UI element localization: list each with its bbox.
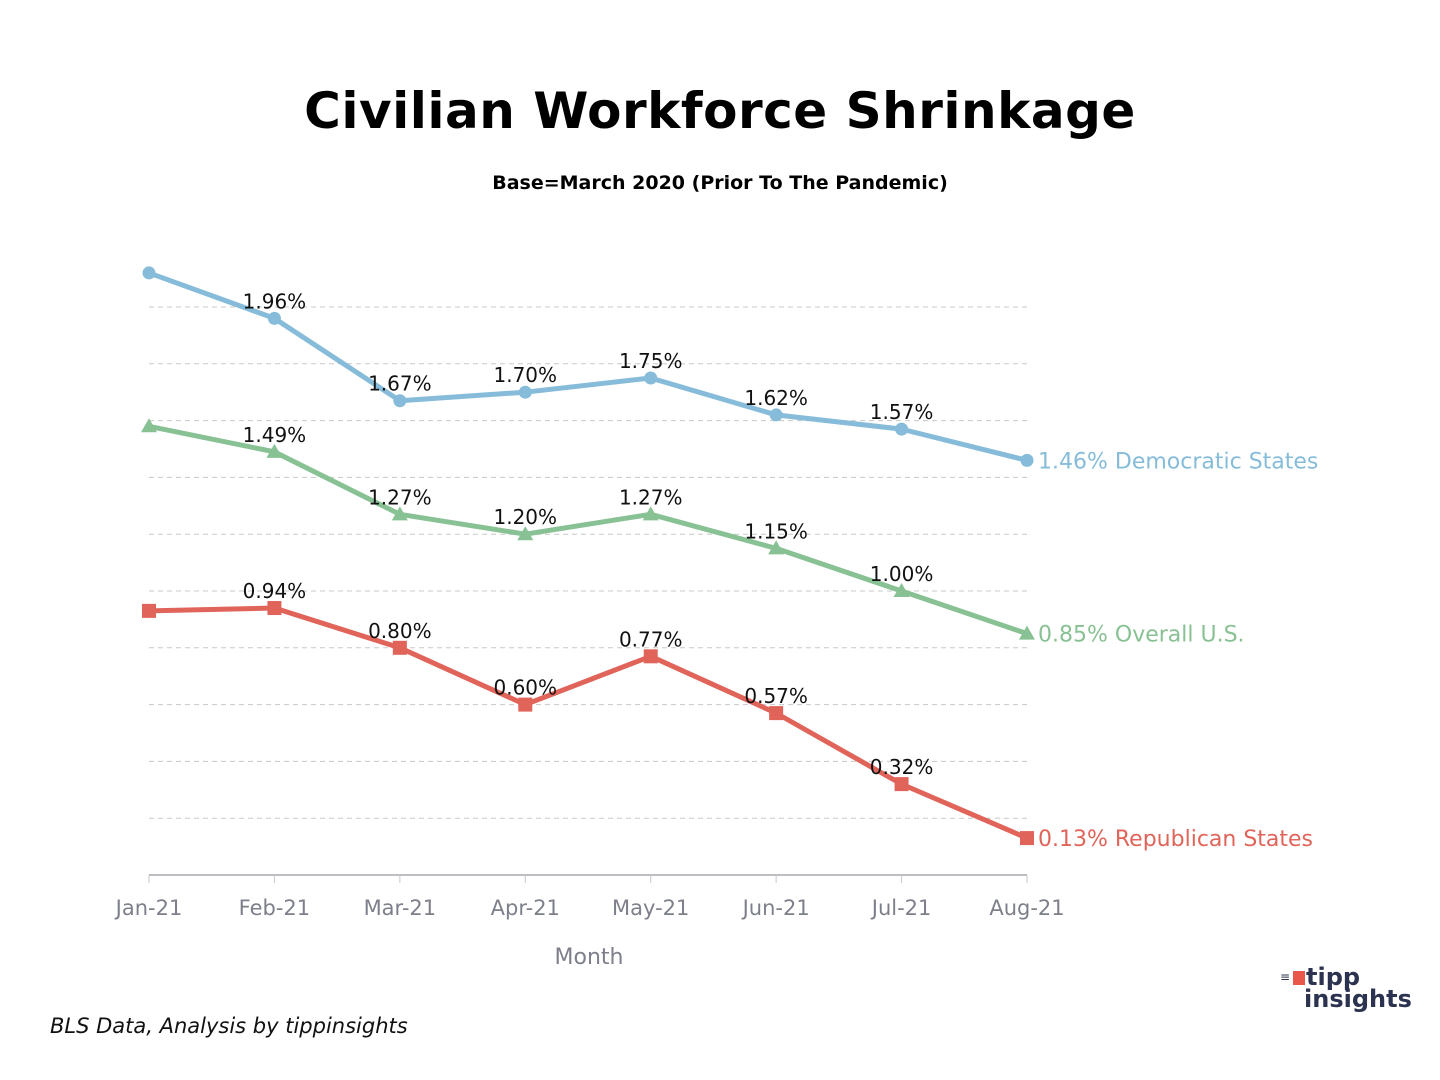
data-point: [393, 394, 407, 408]
data-point: [769, 408, 783, 422]
data-label: 0.32%: [870, 755, 934, 779]
data-point: [768, 540, 785, 555]
data-label: 1.75%: [619, 349, 683, 373]
series-line-overall-u-s-: [148, 423, 1028, 636]
flag-icon: [1293, 971, 1305, 985]
data-label: 1.67%: [368, 372, 432, 396]
data-label: 0.80%: [368, 619, 432, 643]
data-point: [1019, 625, 1035, 640]
data-point: [267, 311, 281, 325]
x-tick-label: Mar-21: [364, 896, 437, 920]
data-label: 0.60%: [494, 676, 558, 700]
signal-lines-icon: ≡: [1280, 970, 1291, 984]
data-label: 0.57%: [744, 684, 808, 708]
data-point: [644, 371, 658, 385]
data-point: [769, 706, 784, 721]
series-end-label: 0.13% Republican States: [1038, 827, 1313, 852]
data-point: [267, 601, 282, 616]
series-end-label: 0.85% Overall U.S.: [1038, 623, 1245, 648]
data-label: 1.62%: [744, 386, 808, 410]
series-end-label: 1.46% Democratic States: [1038, 449, 1318, 474]
data-label: 1.96%: [243, 289, 307, 313]
tippinsights-logo: ≡ tipp insights: [1280, 963, 1420, 1016]
data-point: [141, 418, 157, 433]
data-label: 1.00%: [870, 562, 934, 586]
x-tick-label: Jun-21: [741, 896, 810, 920]
data-point: [1020, 831, 1034, 846]
x-tick-label: Aug-21: [989, 896, 1064, 920]
data-point: [518, 697, 533, 712]
data-label: 1.27%: [619, 485, 683, 509]
data-point: [893, 583, 910, 597]
data-label: 1.70%: [494, 363, 558, 387]
data-point: [642, 506, 659, 521]
x-tick-label: Jul-21: [870, 896, 932, 920]
data-label: 1.57%: [870, 400, 934, 424]
data-point: [392, 640, 407, 655]
data-point: [266, 443, 283, 458]
logo-text-tipp: tipp: [1306, 963, 1361, 991]
data-label: 1.27%: [368, 485, 432, 509]
source-note: BLS Data, Analysis by tippinsights: [50, 1014, 408, 1038]
data-point: [517, 526, 534, 541]
chart-title: Civilian Workforce Shrinkage: [304, 82, 1136, 140]
data-point: [142, 603, 156, 618]
data-label: 0.94%: [243, 579, 307, 603]
data-label: 1.20%: [494, 505, 558, 529]
data-point: [142, 266, 156, 280]
x-tick-label: Jan-21: [114, 896, 183, 920]
data-point: [895, 422, 909, 436]
x-axis-label: Month: [555, 945, 624, 970]
x-tick-label: May-21: [612, 896, 689, 920]
gridlines: [149, 306, 1027, 819]
data-label: 1.15%: [744, 519, 808, 543]
data-labels: 1.96% 1.67% 1.70% 1.75% 1.62% 1.57% 1.46% Demo…: [243, 289, 1319, 852]
series-group: [141, 266, 1035, 846]
x-tick-label: Apr-21: [491, 896, 560, 920]
data-label: 1.49%: [243, 423, 307, 447]
data-point: [643, 649, 658, 664]
series-line-republican-states: [148, 605, 1028, 841]
series-line-democratic-states: [148, 270, 1028, 463]
data-point: [1020, 453, 1034, 467]
x-tick-label: Feb-21: [239, 896, 310, 920]
data-label: 0.77%: [619, 627, 683, 651]
chart-subtitle: Base=March 2020 (Prior To The Pandemic): [492, 172, 948, 194]
x-axis: Jan-21 Feb-21 Mar-21 Apr-21 May-21 Jun-21 Jul-…: [114, 874, 1065, 920]
logo-text-insights: insights: [1304, 985, 1412, 1013]
data-point: [391, 506, 408, 521]
data-point: [518, 385, 532, 399]
data-point: [894, 777, 909, 792]
